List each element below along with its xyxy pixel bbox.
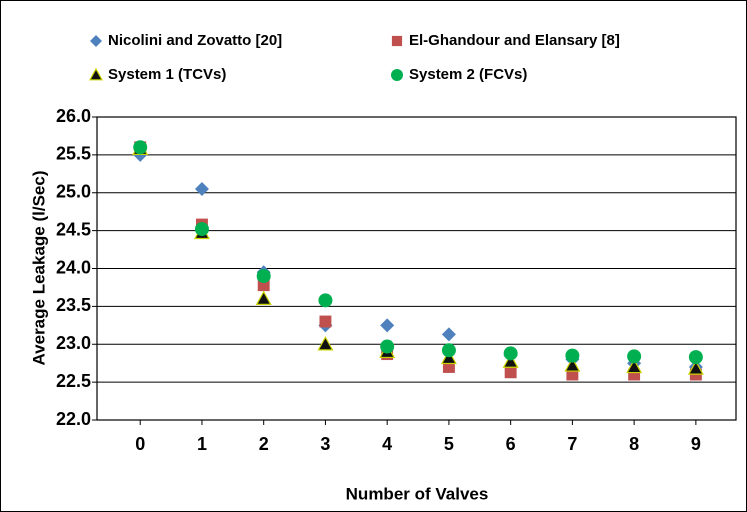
marker-circle bbox=[133, 140, 148, 155]
x-tick-label: 4 bbox=[382, 434, 392, 454]
y-tick-label: 22.0 bbox=[56, 409, 91, 429]
marker-diamond bbox=[441, 327, 456, 342]
x-tick-label: 7 bbox=[567, 434, 577, 454]
y-tick-label: 23.0 bbox=[56, 333, 91, 353]
marker-triangle bbox=[564, 357, 581, 372]
marker-diamond bbox=[90, 35, 102, 47]
marker-circle bbox=[441, 343, 456, 358]
marker-triangle bbox=[687, 360, 704, 375]
marker-diamond bbox=[380, 318, 395, 333]
marker-circle bbox=[391, 69, 403, 81]
marker-triangle bbox=[626, 358, 643, 374]
x-tick-label: 8 bbox=[629, 434, 639, 454]
x-tick-label: 2 bbox=[259, 434, 269, 454]
marker-circle bbox=[256, 269, 271, 284]
y-tick-label: 25.0 bbox=[56, 182, 91, 202]
marker-circle bbox=[688, 350, 703, 365]
x-tick-label: 1 bbox=[197, 434, 207, 454]
marker-square bbox=[504, 366, 517, 379]
marker-triangle bbox=[502, 353, 519, 368]
legend-label: El-Ghandour and Elansary [8] bbox=[409, 32, 620, 49]
marker-triangle bbox=[255, 290, 272, 305]
marker-diamond bbox=[194, 181, 209, 196]
marker-square bbox=[566, 368, 579, 381]
marker-square bbox=[628, 368, 641, 381]
marker-square bbox=[257, 279, 270, 292]
marker-circle bbox=[194, 222, 209, 237]
y-tick-label: 24.0 bbox=[56, 257, 91, 277]
legend-label: Nicolini and Zovatto [20] bbox=[108, 32, 282, 49]
marker-square bbox=[391, 35, 403, 47]
marker-circle bbox=[318, 293, 333, 308]
y-tick-label: 24.5 bbox=[56, 219, 91, 239]
marker-triangle bbox=[88, 67, 104, 81]
legend-label: System 2 (FCVs) bbox=[409, 66, 527, 83]
legend-label: System 1 (TCVs) bbox=[108, 66, 226, 83]
marker-circle bbox=[565, 348, 580, 363]
x-tick-label: 5 bbox=[444, 434, 454, 454]
marker-circle bbox=[380, 339, 395, 354]
x-tick-label: 0 bbox=[135, 434, 145, 454]
x-tick-label: 6 bbox=[506, 434, 516, 454]
x-axis-label: Number of Valves bbox=[346, 484, 489, 503]
y-tick-label: 23.5 bbox=[56, 295, 91, 315]
marker-square bbox=[442, 361, 455, 373]
x-tick-label: 3 bbox=[320, 434, 330, 454]
y-axis-label: Average Leakage (l/Sec) bbox=[29, 171, 48, 366]
marker-circle bbox=[627, 349, 642, 364]
marker-circle bbox=[503, 346, 518, 361]
y-tick-label: 22.5 bbox=[56, 371, 91, 391]
x-tick-label: 9 bbox=[691, 434, 701, 454]
marker-triangle bbox=[317, 336, 334, 351]
marker-square bbox=[319, 315, 332, 328]
y-tick-label: 25.5 bbox=[56, 144, 91, 164]
y-tick-label: 26.0 bbox=[56, 106, 91, 126]
